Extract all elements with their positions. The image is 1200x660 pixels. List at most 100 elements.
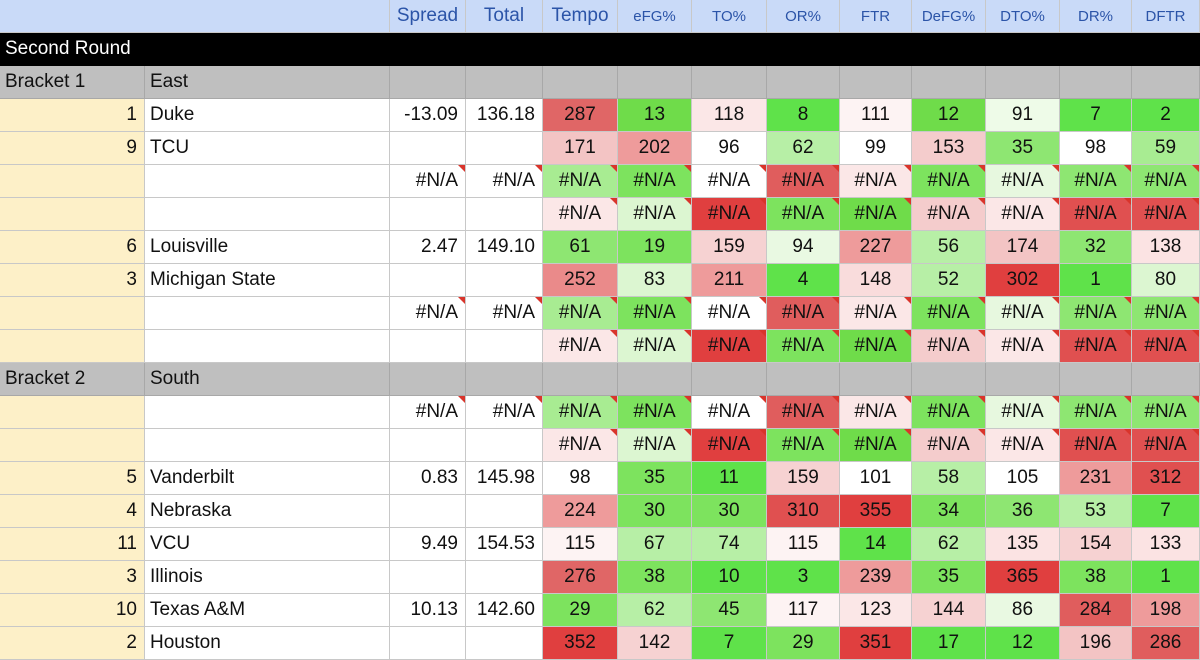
stat-cell-dftr[interactable]: 286 bbox=[1132, 627, 1200, 660]
stat-cell-topct[interactable]: #N/A bbox=[692, 165, 767, 198]
region-label[interactable]: South bbox=[145, 363, 390, 396]
stat-cell-drpct[interactable]: 196 bbox=[1060, 627, 1132, 660]
team-cell[interactable]: Louisville bbox=[145, 231, 390, 264]
stat-cell-drpct[interactable]: 7 bbox=[1060, 99, 1132, 132]
seed-cell[interactable] bbox=[0, 429, 145, 462]
spread-cell[interactable]: 0.83 bbox=[390, 462, 466, 495]
stat-cell-drpct[interactable]: 231 bbox=[1060, 462, 1132, 495]
stat-cell-tempo[interactable]: 276 bbox=[543, 561, 618, 594]
stat-cell-dtopct[interactable]: 86 bbox=[986, 594, 1060, 627]
seed-cell[interactable] bbox=[0, 198, 145, 231]
stat-cell-topct[interactable]: 11 bbox=[692, 462, 767, 495]
stat-cell-tempo[interactable]: 115 bbox=[543, 528, 618, 561]
stat-cell-orpct[interactable]: #N/A bbox=[767, 165, 840, 198]
stat-cell-tempo[interactable]: #N/A bbox=[543, 429, 618, 462]
stat-cell-efgpct[interactable]: #N/A bbox=[618, 429, 692, 462]
stat-cell-dftr[interactable]: 198 bbox=[1132, 594, 1200, 627]
spread-cell[interactable] bbox=[390, 198, 466, 231]
column-header-efgpct[interactable]: eFG% bbox=[618, 0, 692, 33]
stat-cell-dftr[interactable]: #N/A bbox=[1132, 165, 1200, 198]
stat-cell-topct[interactable]: #N/A bbox=[692, 297, 767, 330]
seed-cell[interactable] bbox=[0, 396, 145, 429]
stat-cell-dftr[interactable]: 2 bbox=[1132, 99, 1200, 132]
band-cell[interactable] bbox=[543, 66, 618, 99]
stat-cell-tempo[interactable]: #N/A bbox=[543, 330, 618, 363]
spread-cell[interactable]: 9.49 bbox=[390, 528, 466, 561]
stat-cell-efgpct[interactable]: 142 bbox=[618, 627, 692, 660]
band-cell[interactable] bbox=[618, 363, 692, 396]
stat-cell-topct[interactable]: 118 bbox=[692, 99, 767, 132]
column-header-spread[interactable]: Spread bbox=[390, 0, 466, 33]
stat-cell-tempo[interactable]: 287 bbox=[543, 99, 618, 132]
total-cell[interactable] bbox=[466, 264, 543, 297]
stat-cell-orpct[interactable]: 94 bbox=[767, 231, 840, 264]
total-cell[interactable] bbox=[466, 132, 543, 165]
stat-cell-efgpct[interactable]: #N/A bbox=[618, 330, 692, 363]
spread-cell[interactable]: #N/A bbox=[390, 396, 466, 429]
band-cell[interactable] bbox=[1060, 363, 1132, 396]
bracket-label[interactable]: Bracket 2 bbox=[0, 363, 145, 396]
seed-cell[interactable]: 2 bbox=[0, 627, 145, 660]
stat-cell-drpct[interactable]: #N/A bbox=[1060, 330, 1132, 363]
stat-cell-orpct[interactable]: 4 bbox=[767, 264, 840, 297]
stat-cell-orpct[interactable]: 62 bbox=[767, 132, 840, 165]
stat-cell-dftr[interactable]: 133 bbox=[1132, 528, 1200, 561]
stat-cell-drpct[interactable]: #N/A bbox=[1060, 165, 1132, 198]
stat-cell-ftr[interactable]: 148 bbox=[840, 264, 912, 297]
stat-cell-dtopct[interactable]: #N/A bbox=[986, 297, 1060, 330]
band-cell[interactable] bbox=[692, 363, 767, 396]
stat-cell-orpct[interactable]: #N/A bbox=[767, 297, 840, 330]
column-header-dtopct[interactable]: DTO% bbox=[986, 0, 1060, 33]
stat-cell-drpct[interactable]: 98 bbox=[1060, 132, 1132, 165]
region-label[interactable]: East bbox=[145, 66, 390, 99]
column-header-defgpct[interactable]: DeFG% bbox=[912, 0, 986, 33]
team-cell[interactable]: VCU bbox=[145, 528, 390, 561]
stat-cell-ftr[interactable]: 355 bbox=[840, 495, 912, 528]
team-cell[interactable] bbox=[145, 396, 390, 429]
stat-cell-topct[interactable]: 74 bbox=[692, 528, 767, 561]
stat-cell-drpct[interactable]: 154 bbox=[1060, 528, 1132, 561]
band-cell[interactable] bbox=[840, 66, 912, 99]
stat-cell-defgpct[interactable]: 62 bbox=[912, 528, 986, 561]
stat-cell-tempo[interactable]: 352 bbox=[543, 627, 618, 660]
spread-cell[interactable]: -13.09 bbox=[390, 99, 466, 132]
stat-cell-defgpct[interactable]: #N/A bbox=[912, 198, 986, 231]
stat-cell-orpct[interactable]: 310 bbox=[767, 495, 840, 528]
team-cell[interactable]: Michigan State bbox=[145, 264, 390, 297]
team-cell[interactable] bbox=[145, 198, 390, 231]
total-cell[interactable]: #N/A bbox=[466, 165, 543, 198]
total-cell[interactable] bbox=[466, 330, 543, 363]
seed-cell[interactable]: 5 bbox=[0, 462, 145, 495]
stat-cell-efgpct[interactable]: #N/A bbox=[618, 165, 692, 198]
stat-cell-ftr[interactable]: 101 bbox=[840, 462, 912, 495]
stat-cell-drpct[interactable]: 38 bbox=[1060, 561, 1132, 594]
stat-cell-tempo[interactable]: 224 bbox=[543, 495, 618, 528]
stat-cell-defgpct[interactable]: 34 bbox=[912, 495, 986, 528]
team-cell[interactable] bbox=[145, 165, 390, 198]
stat-cell-dtopct[interactable]: 91 bbox=[986, 99, 1060, 132]
stat-cell-drpct[interactable]: 284 bbox=[1060, 594, 1132, 627]
stat-cell-dtopct[interactable]: 12 bbox=[986, 627, 1060, 660]
stat-cell-ftr[interactable]: 227 bbox=[840, 231, 912, 264]
spread-cell[interactable]: #N/A bbox=[390, 297, 466, 330]
seed-cell[interactable]: 6 bbox=[0, 231, 145, 264]
total-cell[interactable] bbox=[466, 198, 543, 231]
total-cell[interactable]: 149.10 bbox=[466, 231, 543, 264]
stat-cell-topct[interactable]: #N/A bbox=[692, 396, 767, 429]
band-cell[interactable] bbox=[692, 66, 767, 99]
stat-cell-ftr[interactable]: #N/A bbox=[840, 330, 912, 363]
stat-cell-dtopct[interactable]: #N/A bbox=[986, 198, 1060, 231]
stat-cell-orpct[interactable]: 3 bbox=[767, 561, 840, 594]
stat-cell-tempo[interactable]: #N/A bbox=[543, 198, 618, 231]
band-cell[interactable] bbox=[543, 363, 618, 396]
stat-cell-drpct[interactable]: #N/A bbox=[1060, 429, 1132, 462]
column-header-total[interactable]: Total bbox=[466, 0, 543, 33]
total-cell[interactable]: 154.53 bbox=[466, 528, 543, 561]
bracket-label[interactable]: Bracket 1 bbox=[0, 66, 145, 99]
stat-cell-dftr[interactable]: #N/A bbox=[1132, 396, 1200, 429]
stat-cell-defgpct[interactable]: 12 bbox=[912, 99, 986, 132]
stat-cell-tempo[interactable]: #N/A bbox=[543, 396, 618, 429]
seed-cell[interactable]: 3 bbox=[0, 264, 145, 297]
stat-cell-orpct[interactable]: 115 bbox=[767, 528, 840, 561]
seed-cell[interactable]: 11 bbox=[0, 528, 145, 561]
